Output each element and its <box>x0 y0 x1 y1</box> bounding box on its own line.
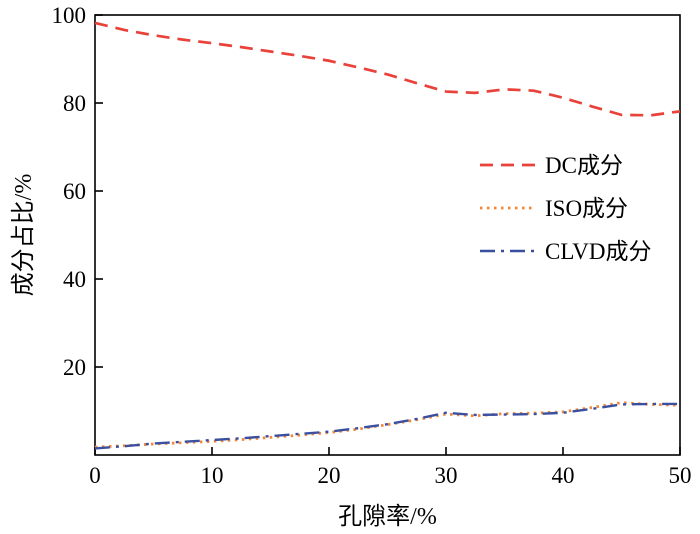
y-tick-label: 60 <box>63 179 86 204</box>
x-axis-label: 孔隙率/% <box>338 504 437 530</box>
x-tick-label: 20 <box>318 463 341 488</box>
legend-label-clvd: CLVD成分 <box>545 239 652 264</box>
y-tick-label: 40 <box>63 267 86 292</box>
y-tick-label: 20 <box>63 355 86 380</box>
x-tick-label: 0 <box>89 463 101 488</box>
legend-label-dc: DC成分 <box>545 153 623 178</box>
y-tick-label: 80 <box>63 91 86 116</box>
x-tick-label: 40 <box>552 463 575 488</box>
y-tick-label: 100 <box>52 3 87 28</box>
y-axis-label: 成分占比/% <box>11 173 37 297</box>
x-tick-label: 50 <box>669 463 692 488</box>
plot-frame <box>94 14 681 456</box>
x-tick-label: 30 <box>435 463 458 488</box>
series-line-clvd <box>94 402 680 450</box>
x-tick-label: 10 <box>201 463 224 488</box>
legend-label-iso: ISO成分 <box>545 196 628 221</box>
series-line-dc <box>94 21 681 117</box>
